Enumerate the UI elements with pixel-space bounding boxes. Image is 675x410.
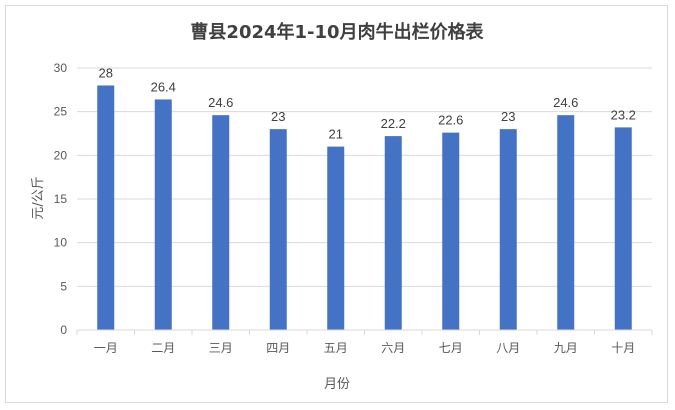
x-category-label: 九月 [554,341,578,355]
bar-10 [614,127,632,331]
data-label: 21 [329,127,343,142]
x-category-label: 四月 [266,341,290,355]
bar-3 [212,115,230,330]
y-tick-label: 0 [60,323,67,337]
x-axis-categories: 一月 二月 三月 四月 五月 六月 七月 八月 九月 十月 [76,330,653,355]
x-category-label: 十月 [611,341,635,355]
bar-7 [442,132,460,330]
y-tick-label: 10 [54,236,68,250]
data-label: 23.2 [611,107,636,122]
y-axis-ticks: 0 5 10 15 20 25 30 [54,61,68,337]
data-label: 22.6 [438,113,463,128]
y-axis-title: 元/公斤 [31,176,46,219]
data-label: 26.4 [151,79,176,94]
data-label: 28 [99,65,113,80]
y-tick-label: 20 [54,148,68,162]
bar-4 [269,129,287,330]
x-category-label: 二月 [151,341,175,355]
data-label: 22.2 [381,116,406,131]
x-category-label: 七月 [439,341,463,355]
data-label: 23 [271,109,285,124]
bar-8 [499,129,517,330]
bar-1 [97,85,115,330]
x-category-label: 六月 [381,341,405,355]
data-label: 24.6 [553,95,578,110]
data-labels: 28 26.4 24.6 23 21 22.2 22.6 23 24.6 23.2 [99,65,636,141]
x-category-label: 一月 [94,341,118,355]
y-tick-label: 15 [54,192,68,206]
bar-9 [557,115,575,330]
bars [97,85,632,331]
y-tick-label: 25 [54,105,68,119]
bar-2 [154,99,172,330]
data-label: 24.6 [208,95,233,110]
data-label: 23 [501,109,515,124]
gridlines [77,67,652,287]
x-axis-title: 月份 [324,377,350,392]
y-tick-label: 30 [54,61,68,75]
x-category-label: 五月 [324,341,348,355]
x-category-label: 八月 [496,341,520,355]
chart-title: 曹县2024年1-10月肉牛出栏价格表 [190,21,484,43]
bar-5 [327,146,345,330]
y-tick-label: 5 [60,279,67,293]
x-category-label: 三月 [209,341,233,355]
bar-6 [384,136,402,330]
